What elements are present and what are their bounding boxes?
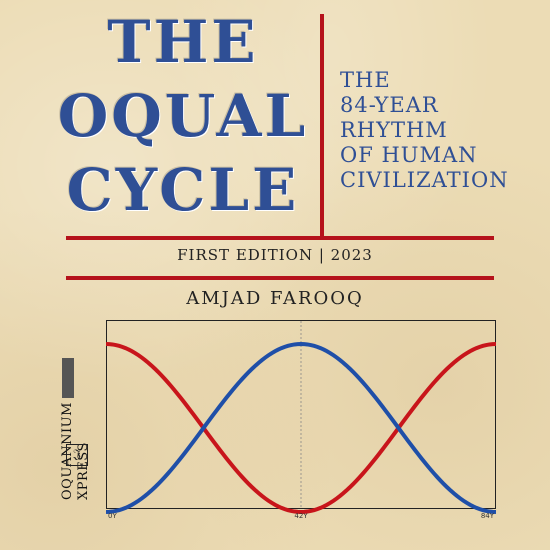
subtitle-line-5: CIVILIZATION <box>340 168 509 192</box>
chart-frame <box>106 320 496 509</box>
subtitle-line-3: RHYTHM <box>340 118 448 142</box>
subtitle-line-2: 84-YEAR <box>340 93 439 117</box>
author-name: AMJAD FAROOQ <box>186 288 364 309</box>
title-line-3: CYCLE <box>66 156 300 224</box>
series-line-blue <box>106 341 496 514</box>
subtitle: THE 84-YEAR RHYTHM OF HUMAN CIVILIZATION <box>340 68 540 193</box>
subtitle-line-4: OF HUMAN <box>340 143 478 167</box>
x-tick-label: 0Y <box>108 512 117 520</box>
series-line-red <box>106 342 496 515</box>
publisher-bar <box>61 358 74 399</box>
x-tick-label: 84Y <box>481 512 495 520</box>
bottom-horizontal-rule <box>66 276 494 280</box>
x-tick-label: 42Y <box>294 512 308 520</box>
cycle-chart: 0Y 42Y 84Y <box>106 320 496 520</box>
top-horizontal-rule <box>66 236 494 240</box>
script-x-logo-icon: 𝔍 <box>66 444 88 466</box>
x-axis-ticks: 0Y 42Y 84Y <box>108 512 495 520</box>
publisher-name: OQUANNIUM XPRESS <box>60 340 96 500</box>
title-line-1: THE <box>107 8 259 76</box>
edition-label: FIRST EDITION | 2023 <box>177 246 373 264</box>
vertical-divider <box>320 14 324 238</box>
subtitle-line-1: THE <box>340 68 391 92</box>
publisher-block: OQUANNIUM XPRESS 𝔍 <box>60 340 100 500</box>
title-line-2: OQUAL <box>57 82 309 150</box>
